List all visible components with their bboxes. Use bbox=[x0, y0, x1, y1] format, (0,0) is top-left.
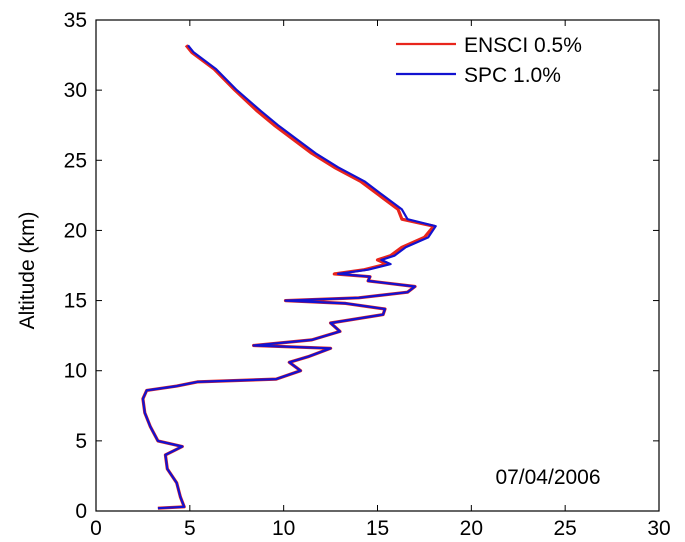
x-tick-label: 20 bbox=[460, 517, 483, 540]
x-tick-label: 30 bbox=[647, 517, 670, 540]
x-tick-label: 15 bbox=[366, 517, 389, 540]
series-line-2 bbox=[141, 44, 437, 510]
x-tick-label: 5 bbox=[184, 517, 196, 540]
x-tick-label: 0 bbox=[90, 517, 102, 540]
axis-ticks: 0 5 10 15 20 25 30 0 5 10 15 20 25 30 35 bbox=[64, 9, 671, 540]
y-tick-label: 20 bbox=[64, 219, 87, 242]
y-tick-label: 0 bbox=[75, 500, 87, 523]
legend-label-2: SPC 1.0% bbox=[464, 64, 561, 87]
date-annotation: 07/04/2006 bbox=[495, 466, 600, 489]
legend: ENSCI 0.5% SPC 1.0% bbox=[396, 34, 582, 87]
y-tick-label: 10 bbox=[64, 360, 87, 383]
y-tick-label: 30 bbox=[64, 79, 87, 102]
y-tick-label: 25 bbox=[64, 149, 87, 172]
y-axis-label: Altitude (km) bbox=[16, 212, 39, 330]
y-tick-label: 5 bbox=[75, 430, 87, 453]
x-tick-label: 10 bbox=[272, 517, 295, 540]
y-tick-label: 15 bbox=[64, 290, 87, 313]
series-line-1 bbox=[141, 44, 436, 510]
legend-label-1: ENSCI 0.5% bbox=[464, 34, 582, 57]
x-tick-label: 25 bbox=[553, 517, 576, 540]
y-tick-label: 35 bbox=[64, 9, 87, 32]
series-lines bbox=[141, 44, 437, 510]
